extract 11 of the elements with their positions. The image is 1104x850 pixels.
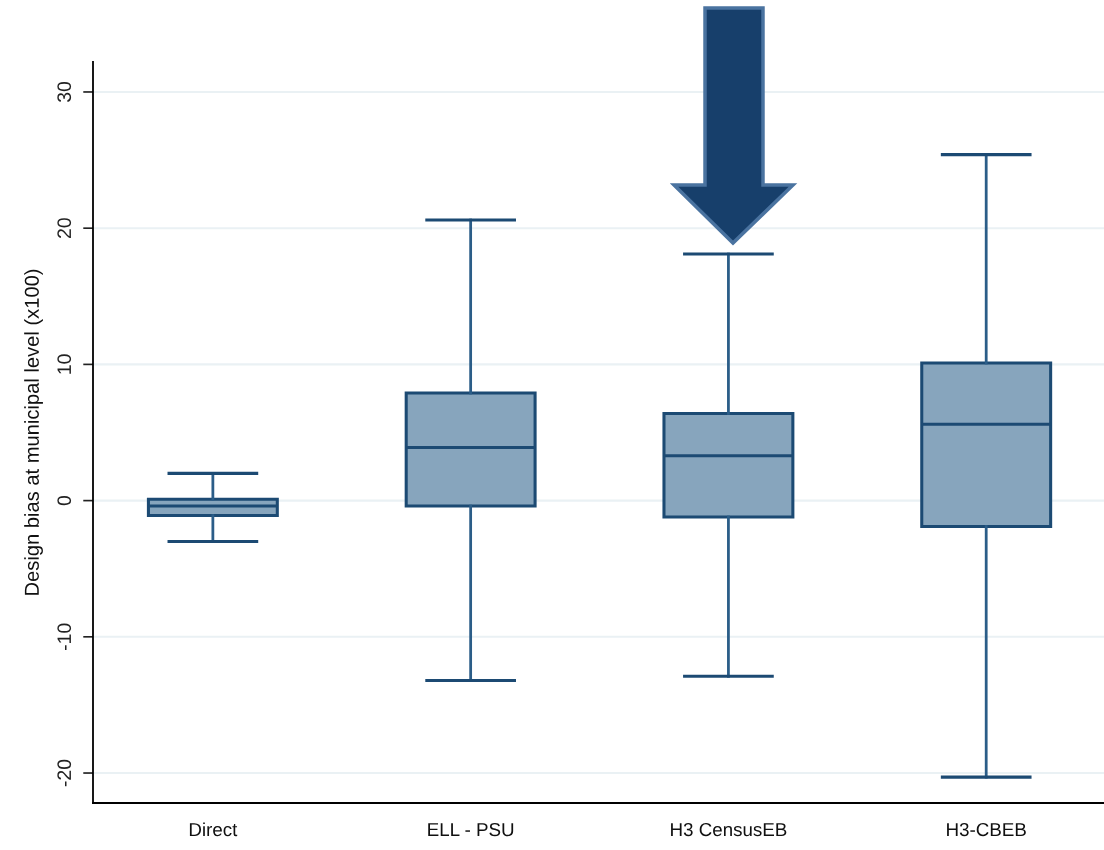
y-tick-label: -20 [57, 759, 72, 787]
x-tick-label: H3 CensusEB [671, 822, 787, 837]
y-tick-label: 0 [57, 495, 72, 506]
x-tick-label: Direct [189, 822, 238, 837]
y-axis-title: Design bias at municipal level (x100) [24, 269, 43, 595]
y-tick-label: 10 [57, 354, 72, 374]
x-tick-label: H3-CBEB [947, 822, 1026, 837]
y-tick-label: -10 [57, 623, 72, 651]
x-tick-label: ELL - PSU [428, 822, 514, 837]
y-tick-label: 20 [57, 218, 72, 239]
y-tick-label: 30 [57, 81, 72, 103]
